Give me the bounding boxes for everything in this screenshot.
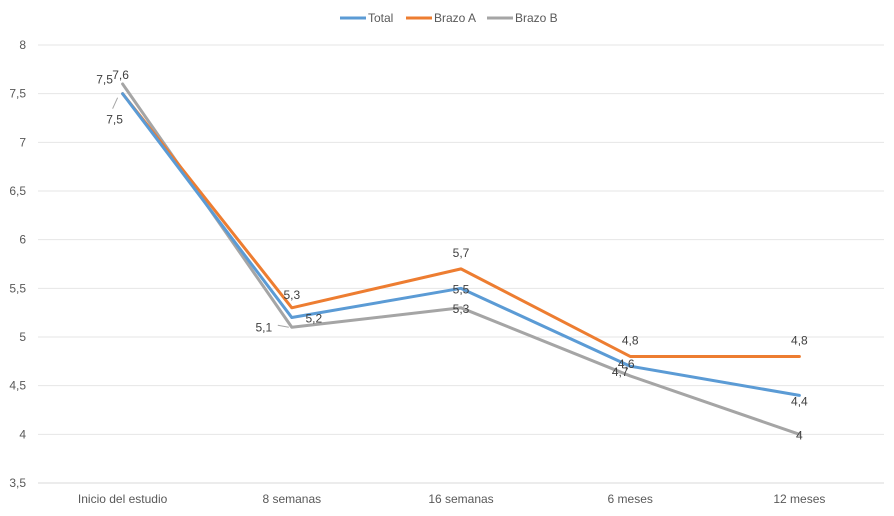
y-tick-label: 3,5 (9, 476, 26, 490)
data-label: 5,1 (255, 320, 272, 334)
x-tick-label: 16 semanas (428, 492, 493, 506)
data-labels: 7,5 5,2 5,5 4,7 4,4 7,5 5,3 5,7 4,8 4,8 7,6 5,1 5,3 4… (96, 68, 808, 442)
x-tick-label: 8 semanas (262, 492, 321, 506)
y-tick-label: 8 (19, 38, 26, 52)
series-line-brazo-a (121, 92, 801, 358)
data-label: 5,3 (283, 288, 300, 302)
data-label: 7,5 (96, 73, 113, 87)
leader-line (277, 324, 289, 328)
y-tick-label: 7,5 (9, 87, 26, 101)
y-tick-label: 6 (19, 233, 26, 247)
data-label: 4,4 (791, 394, 808, 408)
y-axis-ticks: 3,5 4 4,5 5 5,5 6 6,5 7 7,5 8 (9, 38, 26, 490)
legend-label: Brazo B (515, 11, 558, 25)
x-axis-ticks: Inicio del estudio 8 semanas 16 semanas 6 m… (78, 492, 826, 506)
data-label: 4,7 (612, 365, 629, 379)
y-tick-label: 6,5 (9, 184, 26, 198)
data-label: 5,3 (453, 302, 470, 316)
series-line-brazo-b (121, 82, 801, 436)
series-lines (121, 82, 801, 436)
data-label: 5,7 (453, 246, 470, 260)
data-label: 4,6 (618, 357, 635, 371)
series-line-total (121, 92, 801, 397)
data-label: 4,8 (791, 333, 808, 347)
y-tick-label: 5 (19, 330, 26, 344)
legend-label: Brazo A (434, 11, 476, 25)
leader-line (112, 97, 119, 109)
data-label: 4,8 (622, 333, 639, 347)
data-label: 7,6 (112, 68, 129, 82)
x-tick-label: Inicio del estudio (78, 492, 168, 506)
data-label: 5,5 (453, 282, 470, 296)
data-label: 7,5 (106, 113, 123, 127)
x-tick-label: 12 meses (773, 492, 825, 506)
y-tick-label: 4,5 (9, 379, 26, 393)
y-tick-label: 4 (19, 427, 26, 441)
data-label: 4 (796, 428, 803, 442)
y-tick-label: 7 (19, 135, 26, 149)
y-tick-label: 5,5 (9, 281, 26, 295)
legend-label: Total (368, 11, 393, 25)
gridlines (38, 44, 884, 484)
legend: Total Brazo A Brazo B (340, 11, 558, 25)
data-label: 5,2 (305, 312, 322, 326)
x-tick-label: 6 meses (608, 492, 653, 506)
